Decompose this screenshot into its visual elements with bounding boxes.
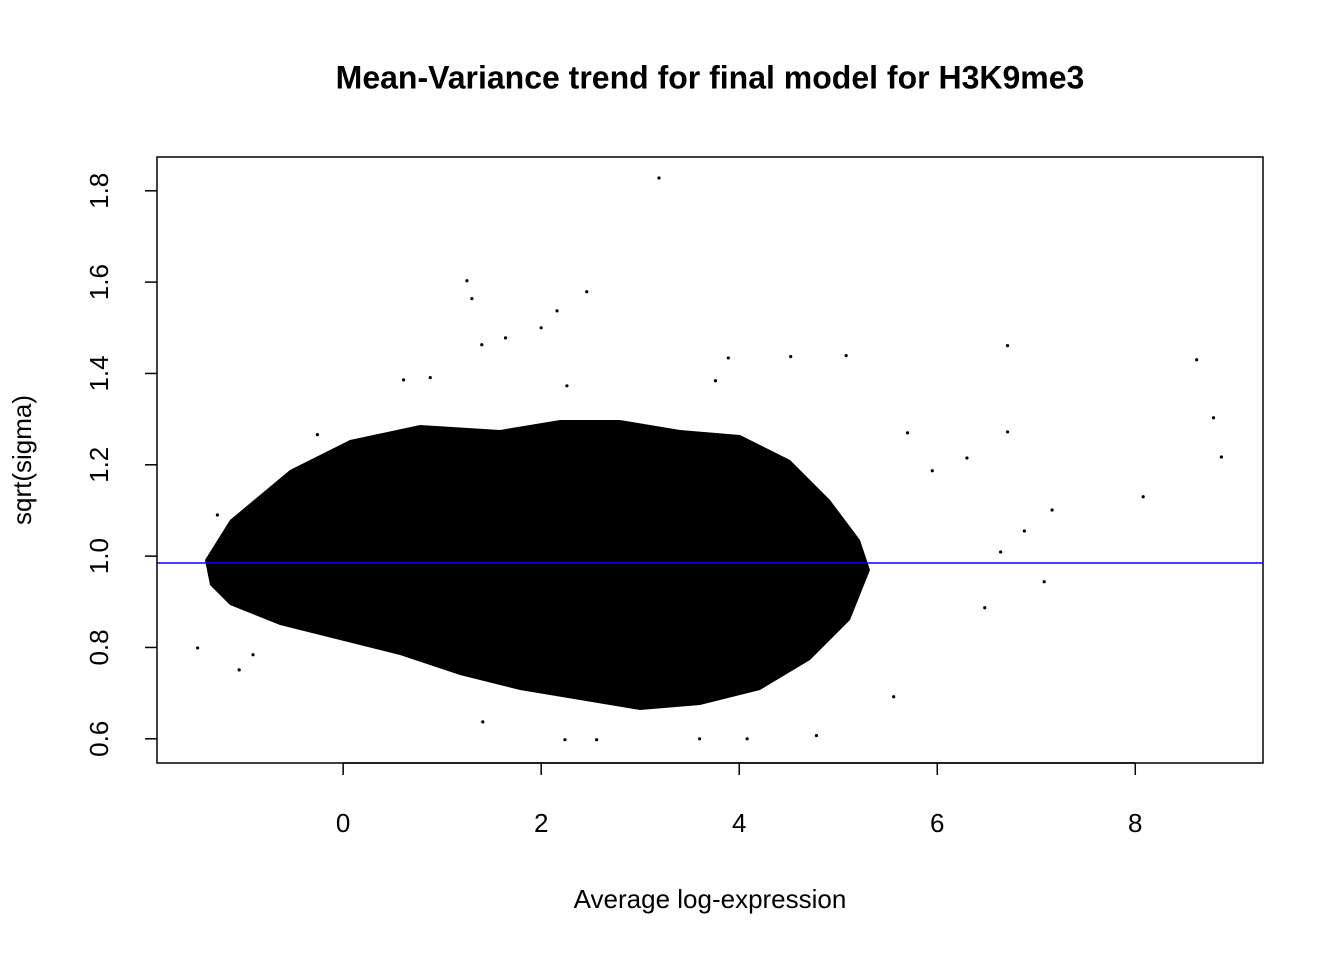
data-point [401, 378, 406, 382]
data-point [251, 653, 255, 657]
x-axis-label: Average log-expression [574, 884, 847, 914]
data-point [215, 513, 219, 517]
x-tick-label: 4 [732, 808, 746, 838]
data-point [698, 737, 702, 741]
data-point [555, 309, 559, 313]
data-point [1050, 508, 1054, 512]
data-point [465, 279, 469, 283]
y-tick-label: 1.2 [84, 447, 114, 483]
data-point [905, 431, 910, 435]
data-point [563, 738, 567, 742]
y-tick-label: 1.0 [84, 538, 114, 574]
data-point [1219, 455, 1224, 459]
chart-title: Mean-Variance trend for final model for … [336, 59, 1085, 95]
data-point [503, 336, 508, 340]
x-tick-label: 2 [534, 808, 548, 838]
data-point [1195, 358, 1199, 362]
data-point [428, 375, 432, 380]
y-tick-label: 1.6 [84, 264, 114, 300]
data-point [539, 326, 543, 330]
dense-point-cloud [205, 420, 870, 710]
y-tick-label: 1.4 [84, 355, 114, 391]
data-point [1042, 580, 1046, 584]
data-point [195, 646, 200, 650]
data-point [713, 379, 718, 383]
data-point [657, 176, 661, 180]
y-tick-label: 1.8 [84, 173, 114, 209]
data-point [1005, 344, 1010, 348]
data-point [983, 606, 987, 610]
data-point [1211, 416, 1216, 420]
data-point [470, 296, 474, 301]
data-point [844, 354, 848, 358]
data-point [892, 695, 896, 699]
data-point [595, 738, 599, 742]
data-point [745, 737, 749, 741]
data-point [965, 456, 969, 460]
y-axis-label: sqrt(sigma) [7, 395, 37, 525]
data-point [814, 733, 819, 738]
data-point [930, 469, 934, 473]
data-point [726, 356, 730, 360]
data-point [999, 550, 1003, 554]
data-point [585, 290, 589, 294]
x-tick-label: 0 [336, 808, 350, 838]
y-tick-label: 0.8 [84, 629, 114, 665]
data-point [565, 384, 569, 388]
data-point [789, 354, 793, 359]
x-tick-label: 8 [1128, 808, 1142, 838]
data-point [481, 720, 485, 724]
data-point [480, 343, 484, 347]
data-point [1141, 495, 1145, 499]
data-point [1022, 529, 1026, 533]
data-point [237, 668, 241, 672]
data-point [1005, 430, 1010, 434]
y-tick-label: 0.6 [84, 721, 114, 757]
x-tick-label: 6 [930, 808, 944, 838]
data-point [315, 433, 320, 437]
